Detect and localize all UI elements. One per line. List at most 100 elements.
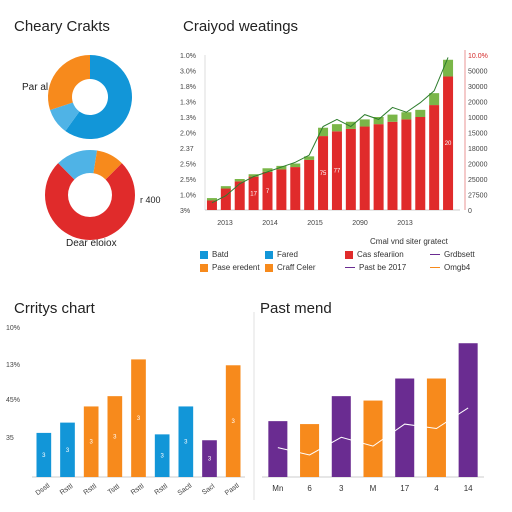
stacked-bar-1-0 — [206, 198, 217, 201]
top-right-chart-title: Craiyod weatings — [183, 18, 299, 35]
stacked-bar-1-14 — [401, 112, 412, 120]
donut1-slice-2 — [47, 55, 90, 110]
stacked-bar-1-12 — [373, 117, 384, 125]
bar-chart-y-tick-3: 10% — [6, 325, 20, 332]
stacked-y2-tick-3: 20000 — [468, 162, 488, 169]
bar-chart-y-tick-0: 35 — [6, 435, 14, 442]
legend-swatch-6 — [345, 267, 355, 268]
bar-chart-bar-4 — [131, 359, 146, 477]
stacked-bar-0-2 — [234, 181, 245, 210]
stacked-bar-1-13 — [387, 114, 398, 122]
legend-swatch-2 — [345, 250, 353, 259]
stacked-y-tick-5: 2.0% — [180, 131, 196, 138]
bar-chart-bar-label-3: 3 — [113, 435, 117, 441]
stacked-y-tick-7: 1.3% — [180, 100, 196, 107]
legend-swatch-7 — [430, 267, 440, 268]
stacked-y-tick-10: 1.0% — [180, 53, 196, 60]
legend-swatch-3 — [430, 254, 440, 255]
stacked-bar-1-9 — [331, 124, 342, 132]
stacked-bar-0-17 — [443, 76, 454, 210]
donut1-slice-0 — [65, 55, 133, 139]
donut2-annotation-bottom: Dear eloiox — [66, 238, 117, 249]
stacked-bar-label-8: 75 — [320, 171, 327, 177]
donut2-annotation-right: r 400 — [140, 195, 161, 205]
stacked-y2-tick-0: 0 — [468, 208, 472, 215]
legend-label-5: Craff Celer — [277, 263, 316, 272]
legend-label-0: Batd — [212, 250, 229, 259]
bar-chart-bar-label-0: 3 — [42, 453, 46, 459]
bar-chart-bar-label-1: 3 — [66, 448, 70, 454]
bar-chart-bar-5 — [154, 434, 170, 477]
bar-chart-x-tick-8: Pastl — [224, 482, 241, 497]
stacked-bar-0-3 — [248, 176, 259, 210]
stacked-x-tick-3: 2090 — [352, 220, 368, 227]
donut1-slice-1 — [50, 102, 80, 131]
stacked-bar-1-3 — [248, 174, 259, 177]
stacked-bar-1-2 — [234, 179, 245, 182]
bar-chart-x-tick-7: Sacl — [201, 483, 217, 497]
combo-x-tick-5: 4 — [434, 484, 439, 493]
legend-item-6: Past be 2017 — [345, 263, 406, 272]
bar-chart-bar-0 — [36, 432, 52, 477]
stacked-x-tick-2: 2015 — [307, 220, 323, 227]
bar-chart-x-tick-4: Rsttl — [130, 483, 146, 497]
legend-swatch-5 — [265, 263, 273, 272]
stacked-bar-0-0 — [206, 200, 217, 210]
legend-label-6: Past be 2017 — [359, 263, 407, 272]
top-left-chart-title: Cheary Crakts — [14, 18, 110, 35]
stacked-bar-label-9: 77 — [334, 169, 341, 175]
stacked-y-tick-1: 1.0% — [180, 193, 196, 200]
stacked-bar-0-5 — [276, 169, 287, 210]
stacked-y-tick-4: 2.37 — [180, 146, 194, 153]
bar-chart-y-tick-2: 13% — [6, 362, 20, 369]
combo-bar-3 — [363, 400, 383, 477]
stacked-y2-tick-5: 15000 — [468, 131, 488, 138]
bar-chart-bar-label-6: 3 — [184, 440, 188, 446]
bar-chart-x-tick-2: Rsttl — [83, 483, 99, 497]
bar-chart-bar-3 — [107, 396, 123, 477]
bar-chart-bar-7 — [202, 440, 217, 477]
bar-chart-x-tick-3: Tsttl — [107, 483, 122, 496]
stacked-bar-label-17: 20 — [445, 141, 452, 147]
stacked-bar-1-17 — [443, 59, 454, 77]
stacked-x-tick-4: 2013 — [397, 220, 413, 227]
legend-label-3: Grdbsett — [444, 250, 475, 259]
bottom-left-chart-title: Crritys chart — [14, 300, 95, 317]
stacked-bar-label-4: 7 — [266, 189, 270, 195]
stacked-bar-1-6 — [290, 163, 301, 168]
bar-chart-x-tick-1: Rsttl — [59, 483, 75, 497]
stacked-x-tick-0: 2013 — [217, 220, 233, 227]
combo-x-tick-0: Mn — [272, 484, 283, 493]
stacked-bar-1-5 — [276, 165, 287, 170]
combo-line — [277, 407, 469, 456]
stacked-y-tick-3: 2.5% — [180, 162, 196, 169]
legend-swatch-4 — [200, 263, 208, 272]
stacked-y2-tick-10: 10.0% — [468, 53, 488, 60]
donut2-slice-0 — [44, 163, 135, 240]
legend-swatch-1 — [265, 250, 273, 259]
legend-item-1: Fared — [265, 250, 298, 259]
legend-label-4: Pase eredent — [212, 263, 260, 272]
stacked-y2-tick-8: 30000 — [468, 84, 488, 91]
stacked-bar-0-11 — [359, 126, 370, 210]
bar-chart-x-tick-5: Rsttl — [154, 483, 170, 497]
stacked-bar-0-16 — [429, 105, 440, 210]
bar-chart-x-tick-6: Sactl — [177, 482, 194, 497]
donut2-slice-2 — [93, 150, 122, 180]
stacked-y2-tick-1: 27500 — [468, 193, 488, 200]
stacked-y-tick-6: 1.3% — [180, 115, 196, 122]
stacked-bar-label-3: 17 — [250, 191, 257, 197]
stacked-bar-0-12 — [373, 124, 384, 210]
stacked-bar-1-8 — [318, 127, 329, 137]
stacked-bar-1-10 — [345, 121, 356, 129]
combo-bar-2 — [331, 396, 351, 477]
stacked-y-tick-2: 2.5% — [180, 177, 196, 184]
stacked-y2-tick-9: 50000 — [468, 69, 488, 76]
legend-label-1: Fared — [277, 250, 298, 259]
stacked-bar-0-6 — [290, 167, 301, 210]
stacked-x-tick-1: 2014 — [262, 220, 278, 227]
stacked-bar-1-4 — [262, 168, 273, 172]
bar-chart-bar-8 — [225, 365, 241, 477]
stacked-bar-0-13 — [387, 121, 398, 210]
